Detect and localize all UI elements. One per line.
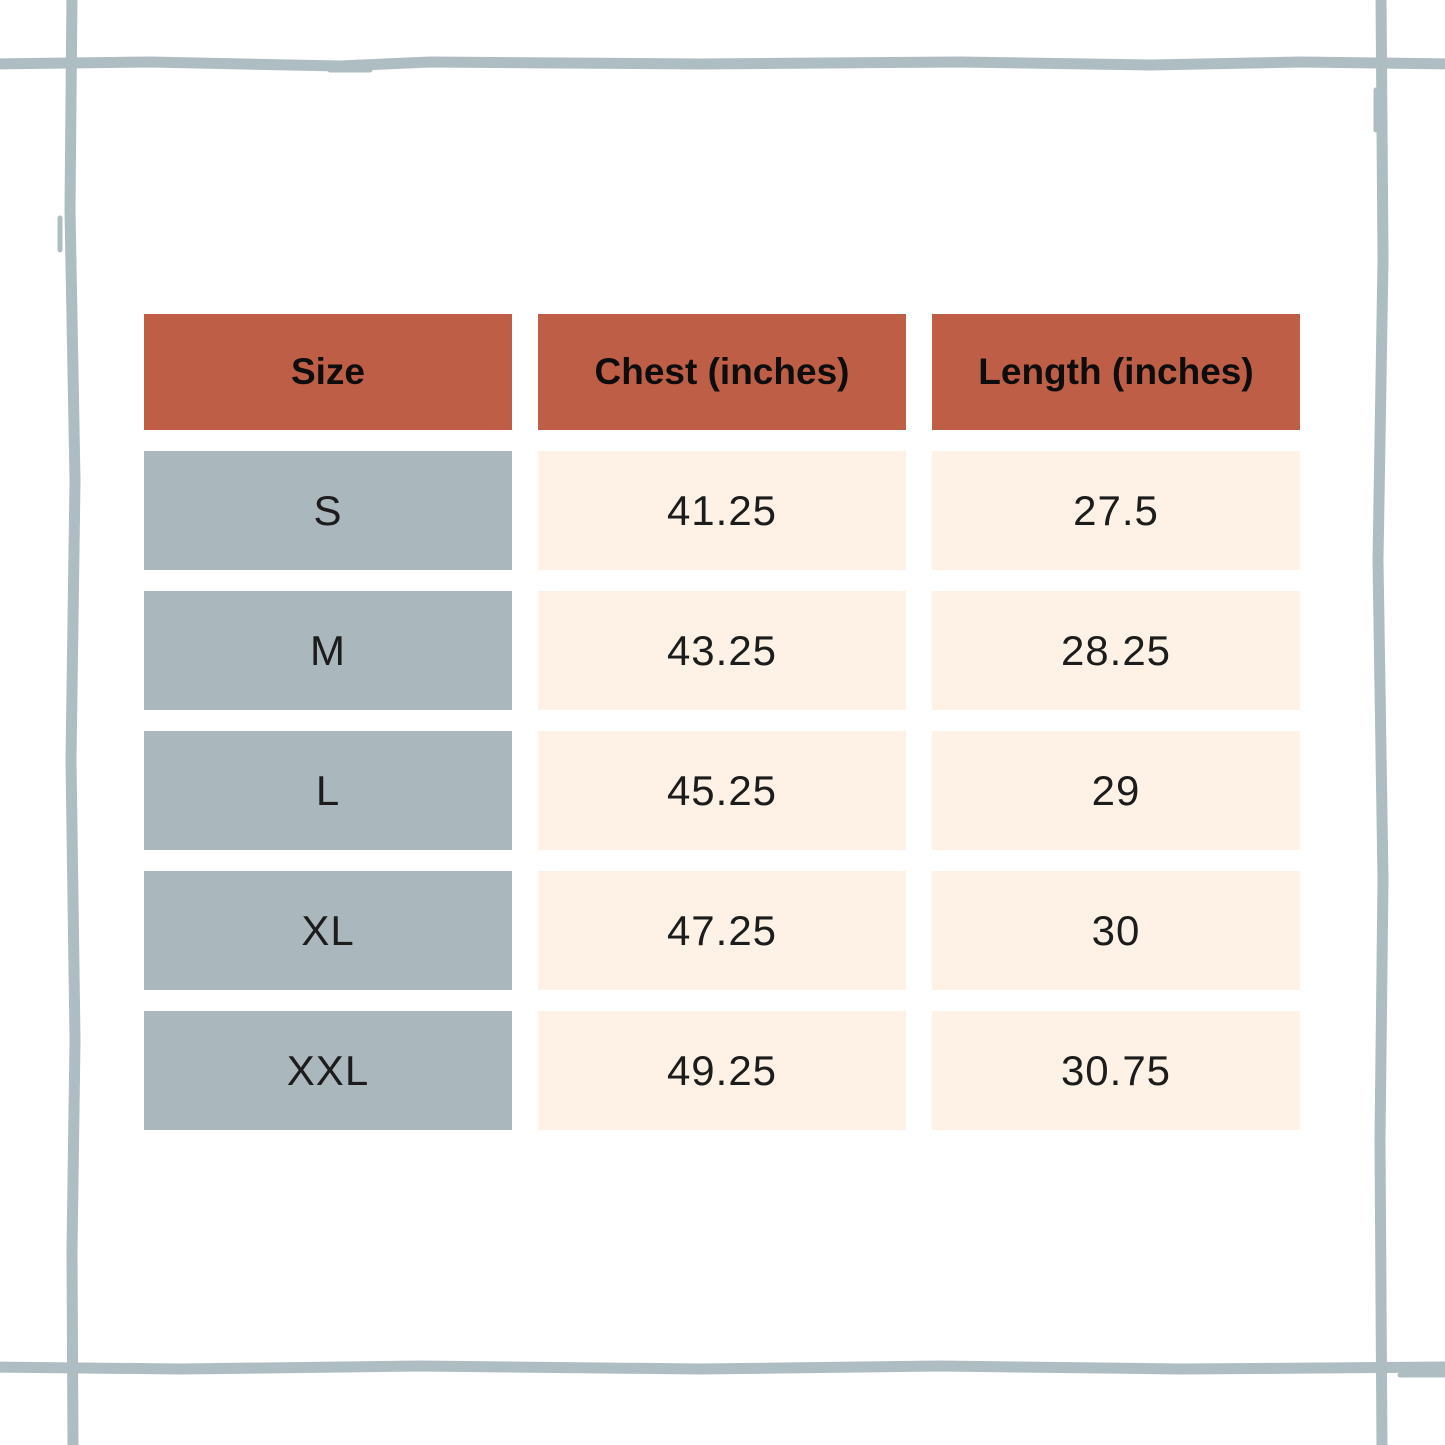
chest-cell-m: 43.25	[538, 591, 906, 710]
length-cell-xl: 30	[932, 871, 1300, 990]
length-cell-l: 29	[932, 731, 1300, 850]
chest-cell-xxl: 49.25	[538, 1011, 906, 1130]
length-cell-s: 27.5	[932, 451, 1300, 570]
length-cell-m: 28.25	[932, 591, 1300, 710]
frame-right-line	[1372, 0, 1389, 1445]
size-chart-table: Size Chest (inches) Length (inches) S 41…	[144, 314, 1300, 1130]
chest-cell-l: 45.25	[538, 731, 906, 850]
size-cell-xl: XL	[144, 871, 512, 990]
chest-cell-s: 41.25	[538, 451, 906, 570]
header-cell-size: Size	[144, 314, 512, 430]
header-cell-length: Length (inches)	[932, 314, 1300, 430]
header-cell-chest: Chest (inches)	[538, 314, 906, 430]
length-cell-xxl: 30.75	[932, 1011, 1300, 1130]
frame-left-line	[64, 0, 81, 1445]
frame-top-line	[0, 56, 1445, 72]
chest-cell-xl: 47.25	[538, 871, 906, 990]
size-cell-l: L	[144, 731, 512, 850]
size-cell-xxl: XXL	[144, 1011, 512, 1130]
frame-bottom-line	[0, 1360, 1445, 1375]
size-cell-m: M	[144, 591, 512, 710]
size-cell-s: S	[144, 451, 512, 570]
